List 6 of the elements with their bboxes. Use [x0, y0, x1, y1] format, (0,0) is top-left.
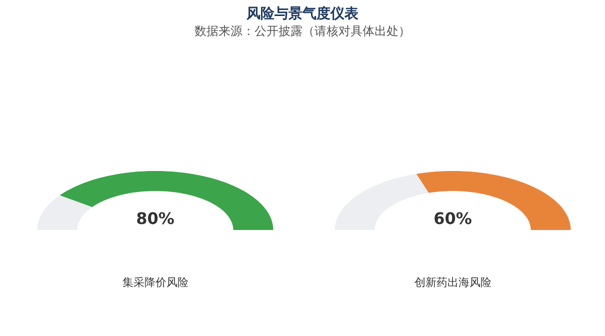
data-label: 80%	[136, 209, 174, 228]
text: 创新药出海风险	[414, 276, 492, 289]
data-label: 60%	[434, 209, 472, 228]
text: 风险与景气度仪表	[246, 5, 360, 22]
text: 集采降价风险	[122, 276, 188, 289]
text: 数据来源：公开披露（请核对具体出处）	[194, 24, 410, 38]
